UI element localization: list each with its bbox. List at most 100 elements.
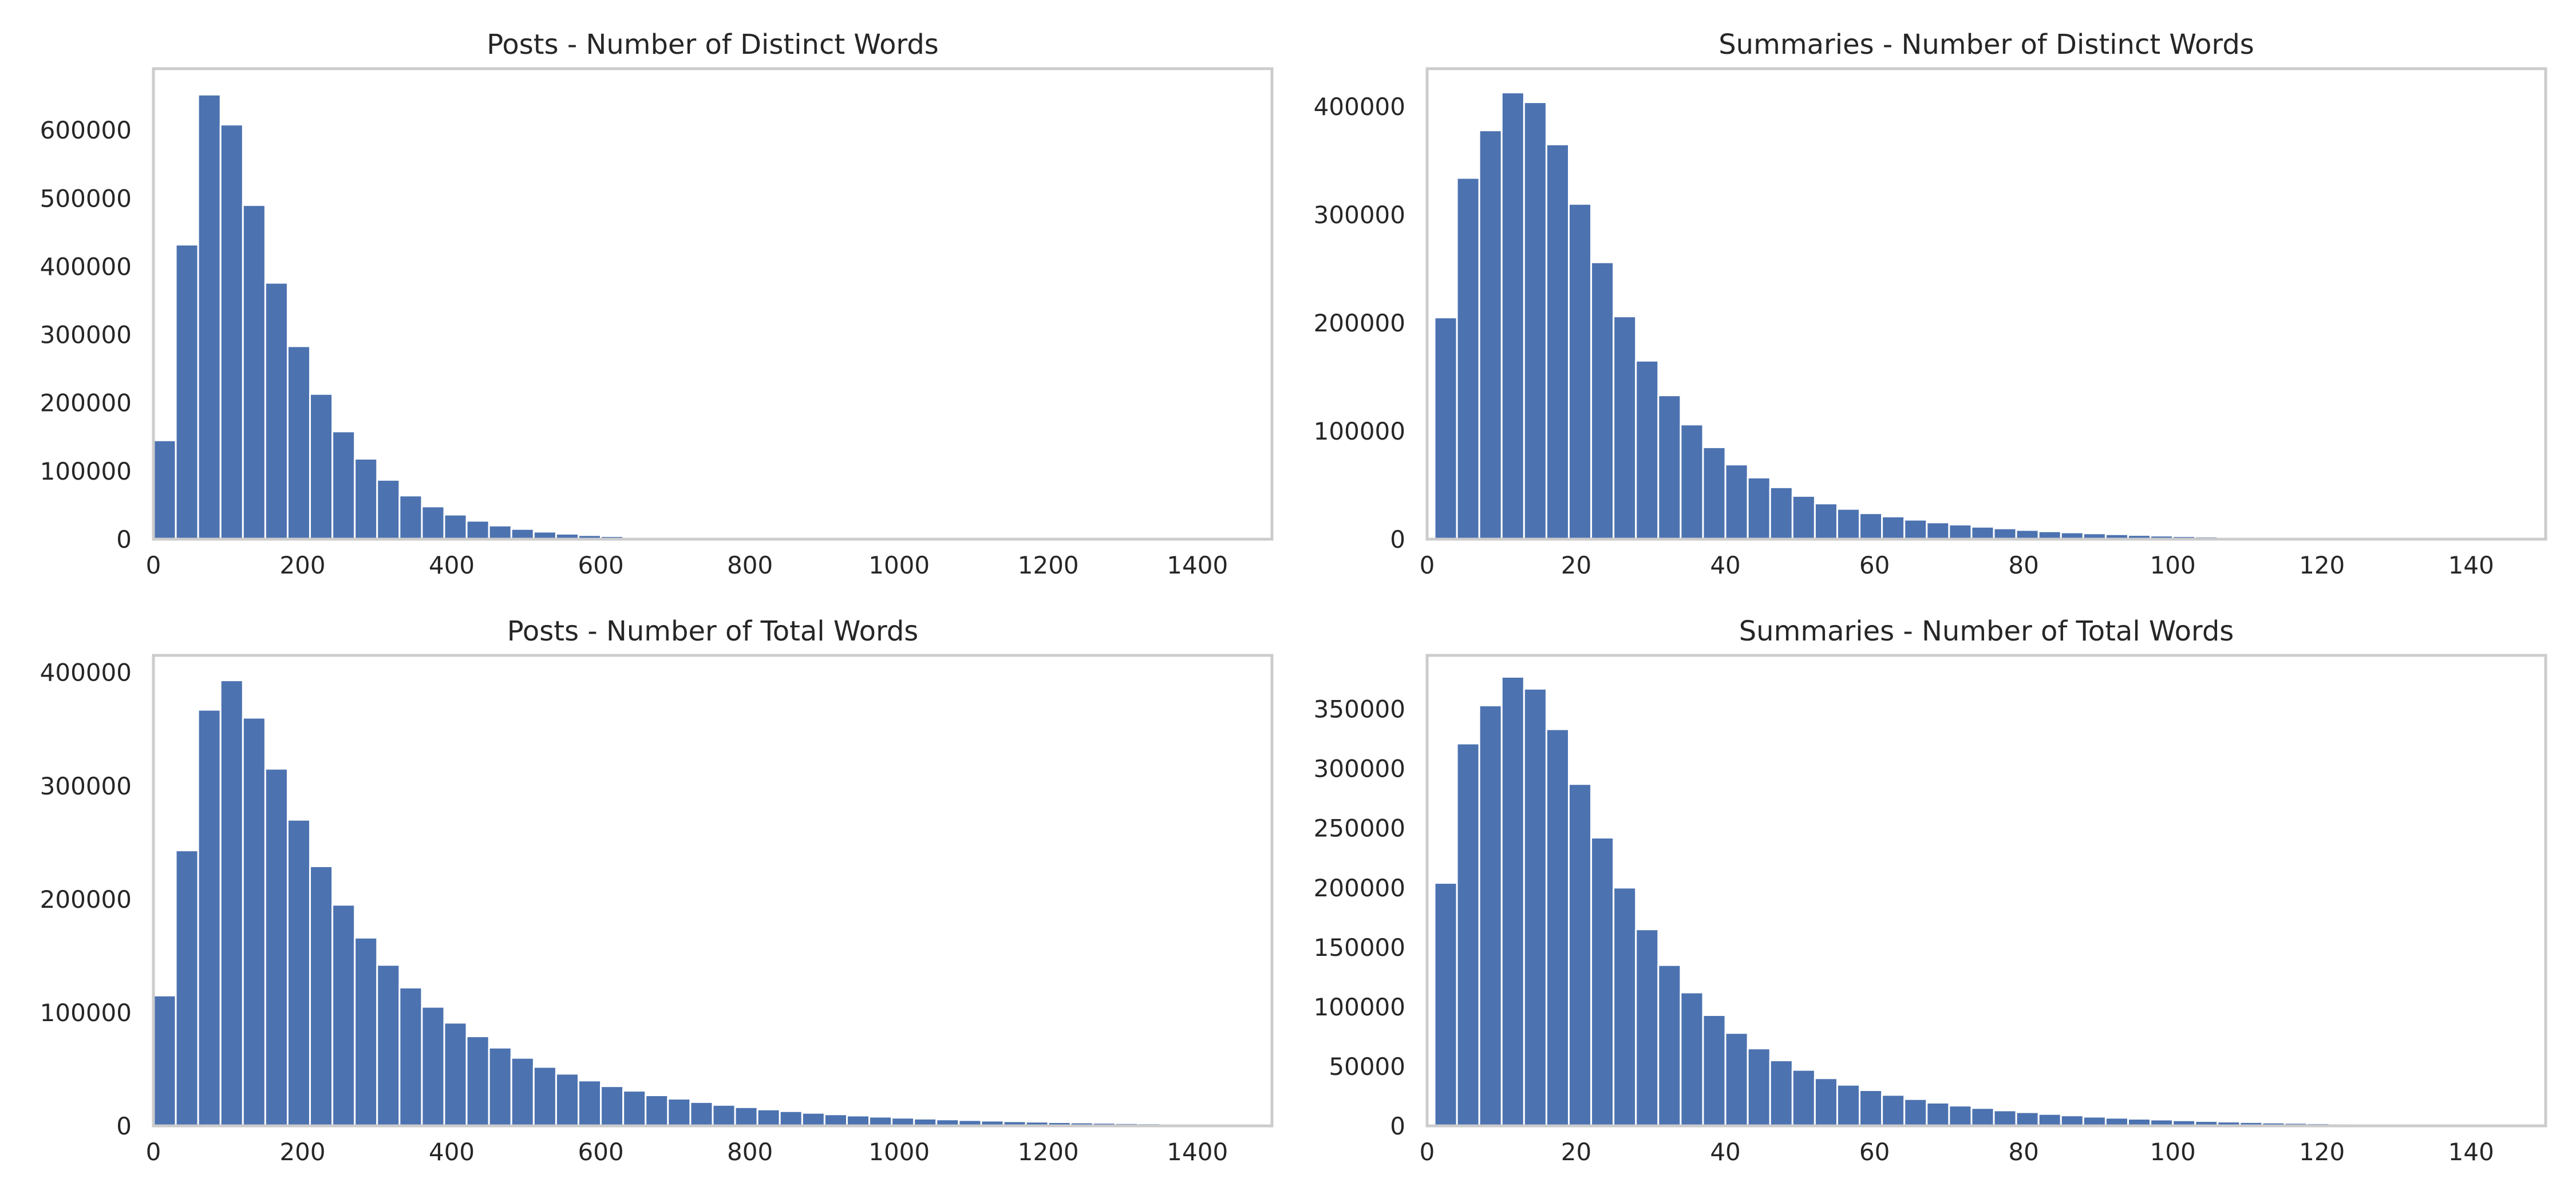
y-tick-label: 500000	[40, 184, 132, 212]
histogram-bar	[286, 345, 311, 540]
bars	[1433, 675, 2547, 1127]
x-tick-label: 0	[146, 551, 161, 579]
histogram-bar	[1702, 1014, 1726, 1127]
histogram-bar	[1478, 704, 1503, 1127]
panel-summaries-total-words: Summaries - Number of Total Words 0 20 40 6…	[1314, 615, 2547, 1166]
y-tick-label: 100000	[1314, 993, 1405, 1021]
histogram-bar	[1791, 495, 1816, 540]
histogram-bar	[331, 430, 356, 540]
y-tick-label: 0	[116, 1112, 132, 1140]
y-tick-label: 400000	[40, 252, 132, 280]
histogram-bar	[622, 1090, 647, 1127]
x-tick-label: 800	[727, 1138, 773, 1166]
histogram-bar	[1859, 1089, 1883, 1127]
histogram-bar	[510, 1057, 535, 1127]
x-tick-label: 140	[2448, 1138, 2494, 1166]
histogram-bar	[376, 964, 401, 1127]
y-tick-label: 300000	[40, 772, 132, 800]
panel-summaries-distinct-words: Summaries - Number of Distinct Words 0 20…	[1314, 29, 2547, 579]
x-tick-label: 1000	[868, 1138, 930, 1166]
histogram-bar	[1702, 446, 1726, 540]
histogram-bar	[175, 243, 199, 540]
histogram-bar	[1881, 1094, 1906, 1127]
bars	[152, 93, 1273, 540]
histogram-bar	[1903, 519, 1928, 540]
chart-title: Summaries - Number of Distinct Words	[1718, 29, 2254, 61]
y-tick-label: 100000	[1314, 417, 1405, 445]
histogram-bar	[846, 1114, 871, 1127]
histogram-bar	[1523, 101, 1547, 540]
histogram-bar	[465, 1035, 490, 1127]
x-tick-label: 400	[429, 551, 475, 579]
histogram-bar	[488, 524, 512, 540]
histogram-bar	[734, 1106, 758, 1127]
x-tick-label: 20	[1561, 1138, 1591, 1166]
histogram-bar	[1724, 464, 1749, 540]
histogram-bar	[1926, 1101, 1950, 1127]
histogram-bar	[1680, 424, 1704, 540]
histogram-bar	[331, 904, 356, 1127]
histogram-bar	[689, 1101, 714, 1127]
histogram-bar	[1433, 881, 1458, 1127]
panel-posts-total-words: Posts - Number of Total Words 0 200 400 600…	[40, 615, 1274, 1166]
x-tick-label: 20	[1561, 551, 1591, 579]
histogram-bar	[1769, 1059, 1793, 1127]
histogram-bar	[1836, 508, 1861, 540]
x-tick-label: 1400	[1167, 551, 1228, 579]
y-tick-label: 400000	[40, 659, 132, 687]
x-tick-label: 200	[279, 551, 325, 579]
histogram-bar	[1680, 991, 1704, 1127]
histogram-bar	[309, 393, 334, 540]
histogram-bar	[1769, 486, 1793, 540]
histogram-bar	[421, 1006, 445, 1127]
histogram-bar	[578, 1080, 602, 1127]
histogram-bar	[1568, 783, 1593, 1127]
histogram-bar	[286, 819, 311, 1127]
histogram-bar	[1948, 523, 1973, 540]
x-tick-label: 1000	[868, 551, 930, 579]
histogram-bar	[1859, 512, 1883, 540]
histogram-bar	[443, 1022, 468, 1127]
chart-title: Summaries - Number of Total Words	[1739, 615, 2234, 647]
histogram-bar	[1657, 964, 1682, 1127]
y-tick-label: 250000	[1314, 814, 1405, 843]
histogram-bar	[823, 1113, 848, 1127]
plot-frame	[1425, 67, 2547, 541]
x-tick-label: 1400	[1167, 1138, 1228, 1166]
histogram-bar	[1724, 1032, 1749, 1127]
histogram-bar	[1590, 836, 1615, 1127]
histogram-bar	[645, 1094, 669, 1127]
histogram-bar	[421, 505, 445, 540]
histogram-bar	[801, 1112, 825, 1127]
y-tick-label: 300000	[1314, 201, 1405, 229]
y-tick-label: 300000	[1314, 755, 1405, 783]
x-tick-label: 600	[578, 551, 624, 579]
x-tick-label: 120	[2299, 1138, 2345, 1166]
x-tick-label: 0	[146, 1138, 161, 1166]
histogram-bar	[1948, 1105, 1973, 1127]
plot-frame	[152, 67, 1274, 541]
histogram-bar	[1433, 317, 1458, 540]
histogram-bar	[1456, 742, 1480, 1127]
histogram-bar	[1568, 203, 1593, 540]
histogram-bar	[219, 679, 244, 1127]
y-tick-label: 100000	[40, 999, 132, 1027]
y-tick-label: 200000	[1314, 309, 1405, 337]
histogram-bar	[1926, 521, 1950, 540]
y-tick-label: 0	[1390, 1112, 1405, 1140]
histogram-bar	[1635, 928, 1660, 1127]
y-tick-label: 150000	[1314, 934, 1405, 962]
histogram-bar	[219, 124, 244, 540]
y-tick-label: 50000	[1329, 1053, 1405, 1081]
x-tick-label: 40	[1710, 1138, 1740, 1166]
histogram-bar	[1903, 1098, 1928, 1127]
y-tick-label: 400000	[1314, 93, 1405, 121]
histogram-bar	[398, 495, 423, 540]
histogram-bar	[1881, 515, 1906, 540]
x-tick-label: 60	[1859, 551, 1890, 579]
histogram-bar	[197, 709, 222, 1127]
histogram-bar	[1523, 687, 1547, 1127]
histogram-bar	[1814, 1077, 1838, 1127]
histogram-bar	[197, 93, 222, 540]
histogram-bar	[510, 528, 535, 540]
